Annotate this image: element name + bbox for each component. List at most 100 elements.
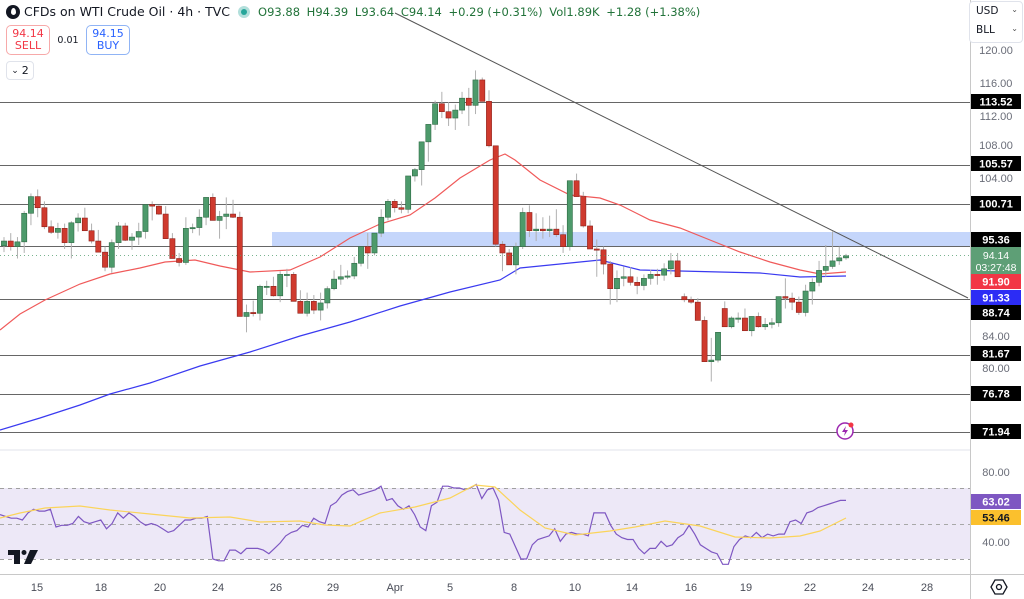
price-level-tag <box>971 424 1021 439</box>
chevron-down-icon: ⌄ <box>1011 5 1018 14</box>
candle-up <box>647 274 654 279</box>
candle-down <box>486 101 492 147</box>
candle-down <box>742 317 748 332</box>
candle-down <box>627 276 634 283</box>
candle-up <box>196 216 203 228</box>
candle-down <box>391 201 398 209</box>
candle-down <box>506 252 513 266</box>
indicators-toggle-button[interactable]: ⌄ 2 <box>6 61 34 80</box>
price-tick-label: 116.00 <box>980 78 1013 90</box>
candle-down <box>88 230 95 242</box>
candle-up <box>189 227 196 230</box>
price-level-tag <box>971 274 1021 289</box>
price-axis[interactable]: 120.00 116.00 112.00 108.00 104.00 84.00 80.00… <box>971 45 1021 549</box>
time-tick-label: 28 <box>921 582 933 594</box>
time-tick-label: 16 <box>685 582 697 594</box>
candle-up <box>566 180 573 247</box>
symbol-legend[interactable]: CFDs on WTI Crude Oil · 4h · TVC O93.88 … <box>6 4 703 19</box>
time-tick-label: Apr <box>386 582 403 594</box>
candle-up <box>802 290 809 313</box>
candle-down <box>755 316 762 328</box>
candle-down <box>701 320 708 362</box>
time-axis[interactable]: 15 18 20 24 26 29 Apr 5 8 10 14 16 19 22 24 28 <box>31 582 933 594</box>
candle-up <box>829 260 836 267</box>
candle-up <box>769 322 775 325</box>
candle-down <box>81 217 88 232</box>
oil-drop-icon <box>6 4 20 19</box>
price-level-label: 105.57 <box>979 159 1013 171</box>
time-tick-label: 15 <box>31 582 43 594</box>
market-status-icon[interactable] <box>238 5 251 18</box>
unit-value: BLL <box>976 24 995 36</box>
candle-up <box>708 359 715 362</box>
price-level-tag <box>971 156 1021 171</box>
last-price-value: 94.14 <box>983 250 1009 262</box>
candle-down <box>688 299 694 303</box>
candle-down <box>438 103 445 112</box>
time-tick-label: 8 <box>511 582 517 594</box>
scale-selector[interactable]: USD ⌄ BLL ⌄ <box>969 1 1023 43</box>
candle-down <box>654 274 661 276</box>
candle-up <box>425 124 432 143</box>
candle-up <box>263 285 270 288</box>
price-level-tag <box>971 510 1021 525</box>
candle-up <box>21 212 28 243</box>
candle-down <box>553 228 560 235</box>
candle-up <box>182 228 189 263</box>
tradingview-logo[interactable] <box>8 550 38 564</box>
price-level-tag <box>971 494 1021 509</box>
ohlc-values: O93.88 H94.39 L93.64 C94.14 +0.29 (+0.31… <box>258 5 703 19</box>
candle-down <box>526 212 533 232</box>
buy-button[interactable]: 94.15 BUY <box>86 25 130 55</box>
candle-up <box>28 196 34 214</box>
candle-up <box>809 282 816 292</box>
sell-label: SELL <box>14 39 42 52</box>
unit-select[interactable]: BLL ⌄ <box>970 21 1022 40</box>
lightning-alert-icon[interactable] <box>836 422 854 440</box>
candle-up <box>432 103 439 125</box>
price-level-label: 53.46 <box>982 513 1010 525</box>
price-level-tag <box>971 305 1021 320</box>
time-tick-label: 26 <box>270 582 282 594</box>
candle-up <box>385 201 391 218</box>
candle-up <box>418 141 425 170</box>
candle-up <box>68 222 75 243</box>
candle-down <box>694 301 701 321</box>
candle-down <box>236 216 243 317</box>
price-level-label: 95.36 <box>982 235 1010 247</box>
candle-down <box>782 296 789 299</box>
trade-panel: 94.14 SELL 0.01 94.15 BUY <box>6 25 130 55</box>
trend-line[interactable] <box>394 12 969 299</box>
candle-up <box>459 97 465 111</box>
buy-price: 94.15 <box>92 27 124 40</box>
candle-down <box>297 301 304 314</box>
time-tick-label: 24 <box>862 582 874 594</box>
candle-down <box>499 243 506 254</box>
candle-down <box>789 297 796 303</box>
currency-value: USD <box>976 5 999 17</box>
symbol-title[interactable]: CFDs on WTI Crude Oil · 4h · TVC <box>24 4 231 19</box>
candle-down <box>41 207 48 228</box>
sell-button[interactable]: 94.14 SELL <box>6 25 50 55</box>
moving-averages <box>0 153 847 431</box>
candle-down <box>290 274 297 302</box>
candle-up <box>135 231 142 238</box>
indicator-count: 2 <box>21 64 29 77</box>
candle-up <box>108 242 115 268</box>
time-tick-label: 24 <box>212 582 224 594</box>
candle-up <box>304 301 311 314</box>
price-level-tag <box>971 94 1021 109</box>
price-level-label: 88.74 <box>982 308 1010 320</box>
candle-up <box>378 216 385 234</box>
chevron-down-icon: ⌄ <box>1011 24 1018 33</box>
high-value: H94.39 <box>306 4 349 19</box>
candle-down <box>169 238 176 259</box>
ma-fast-line <box>0 153 847 331</box>
settings-gear-icon[interactable] <box>990 578 1008 596</box>
candle-down <box>250 312 257 314</box>
time-tick-label: 19 <box>740 582 752 594</box>
candle-up <box>142 204 149 232</box>
candle-down <box>156 205 162 215</box>
currency-select[interactable]: USD ⌄ <box>970 2 1022 21</box>
